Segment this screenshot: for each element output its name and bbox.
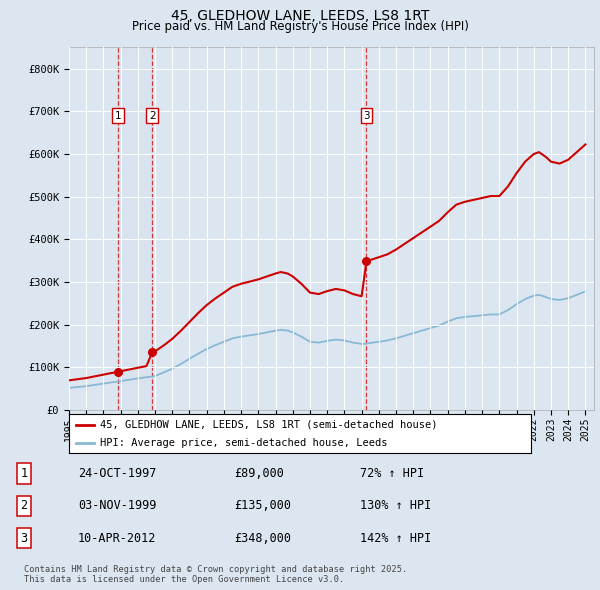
Text: 03-NOV-1999: 03-NOV-1999 [78,499,157,513]
Text: HPI: Average price, semi-detached house, Leeds: HPI: Average price, semi-detached house,… [100,438,388,448]
Text: 1: 1 [115,110,121,120]
Text: £89,000: £89,000 [234,467,284,480]
Text: 142% ↑ HPI: 142% ↑ HPI [360,532,431,545]
Text: £135,000: £135,000 [234,499,291,513]
Text: 3: 3 [20,532,28,545]
Text: 10-APR-2012: 10-APR-2012 [78,532,157,545]
Bar [118,47,152,410]
Text: 2: 2 [149,110,155,120]
Text: £348,000: £348,000 [234,532,291,545]
Text: 2: 2 [20,499,28,513]
Text: 45, GLEDHOW LANE, LEEDS, LS8 1RT: 45, GLEDHOW LANE, LEEDS, LS8 1RT [171,9,429,23]
Text: Price paid vs. HM Land Registry's House Price Index (HPI): Price paid vs. HM Land Registry's House … [131,20,469,33]
Text: 3: 3 [363,110,370,120]
Text: 24-OCT-1997: 24-OCT-1997 [78,467,157,480]
Text: 72% ↑ HPI: 72% ↑ HPI [360,467,424,480]
Text: 130% ↑ HPI: 130% ↑ HPI [360,499,431,513]
Text: 1: 1 [20,467,28,480]
Text: 45, GLEDHOW LANE, LEEDS, LS8 1RT (semi-detached house): 45, GLEDHOW LANE, LEEDS, LS8 1RT (semi-d… [100,419,438,430]
Text: Contains HM Land Registry data © Crown copyright and database right 2025.
This d: Contains HM Land Registry data © Crown c… [24,565,407,584]
